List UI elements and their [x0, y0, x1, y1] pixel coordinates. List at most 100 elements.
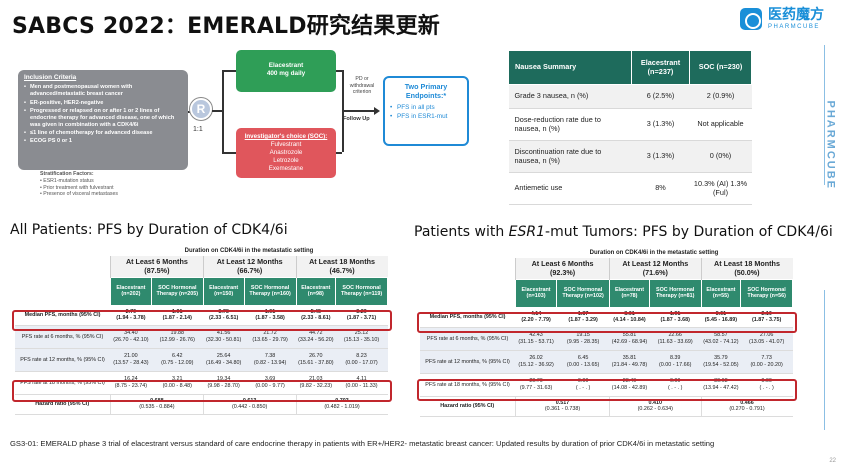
hazard-ratio-cell: 0.688 (0.535 - 0.884): [110, 394, 204, 415]
hr-ci: (0.270 - 0.791): [729, 406, 765, 413]
row-label: PFS rate at 6 months, % (95% CI): [14, 325, 111, 349]
table-cell: 22.66 (11.63 - 33.69): [649, 327, 701, 351]
cell-ci: (33.24 - 56.20): [298, 336, 334, 343]
table-cell: 58.57 (43.02 - 74.12): [701, 327, 741, 351]
pd-label: PD or withdrawal criterion: [349, 76, 375, 95]
hr-value: 0.517: [555, 399, 570, 406]
side-divider-bottom: [824, 290, 825, 430]
cell-ci: (13.05 - 41.07): [748, 338, 785, 345]
hr-value: 0.613: [242, 397, 257, 404]
arm-s-drug: Anastrozole: [269, 149, 303, 157]
hazard-ratio-cell: 0.410 (0.262 - 0.634): [609, 396, 701, 417]
table-cell: 3.29 (1.87 - 3.71): [335, 305, 388, 326]
strat-item: • ESR1-mutation status: [40, 177, 94, 184]
brand-logo: 医药魔方 PHARMCUBE: [740, 8, 824, 30]
group-label: At Least 6 Months: [531, 259, 594, 269]
table-cell: Antiemetic use: [508, 172, 632, 205]
inclusion-criteria-box: Inclusion Criteria Men and postmenopausa…: [18, 70, 188, 170]
arm-s-drug: Exemestane: [268, 165, 304, 173]
table-cell: Dose-reduction rate due to nausea, n (%): [508, 108, 632, 141]
cell-value: 19.15: [576, 332, 590, 339]
criteria-item: ECOG PS 0 or 1: [24, 138, 182, 145]
endpoint-item: PFS in all pts: [389, 104, 463, 111]
table-cell: 27.06 (13.05 - 41.07): [740, 327, 793, 351]
flow-line: [222, 152, 236, 154]
table-cell: 3 (1.3%): [631, 108, 690, 141]
table-cell: 19.34 (9.98 - 28.70): [203, 371, 245, 395]
cell-ci: ( . - . ): [759, 384, 774, 391]
duration-group-header: At Least 12 Months (66.7%): [202, 256, 297, 278]
arm-header: Elacestrant (n=202): [110, 276, 152, 306]
table-cell: 19.15 (9.95 - 28.35): [556, 327, 610, 351]
all-patients-pfs-table: Duration on CDK4/6i in the metastatic se…: [14, 247, 388, 415]
nausea-summary-table: Nausea Summary Elacestrant (n=237) SOC (…: [508, 50, 752, 205]
table-cell: 8.23 (0.00 - 17.07): [335, 348, 388, 372]
flow-line: [336, 70, 342, 72]
cell-value: 20.70: [529, 378, 543, 385]
criteria-title: Inclusion Criteria: [24, 74, 77, 81]
cell-ci: (5.45 - 16.89): [704, 317, 738, 324]
cell-value: 6.42: [172, 353, 183, 360]
arm-header: SOC Hormonal Therapy (n=56): [740, 278, 793, 308]
cell-value: 1.91: [172, 308, 183, 315]
cell-value: 21.00: [124, 353, 138, 360]
cell-ci: (16.49 - 34.80): [205, 359, 242, 366]
cell-value: 21.72: [263, 330, 277, 337]
cell-ci: (15.12 - 36.92): [518, 361, 554, 368]
cell-ci: ( . - . ): [668, 384, 683, 391]
table-cell: 21.72 (13.65 - 29.79): [244, 325, 297, 349]
row-label: PFS rate at 18 months, % (95% CI): [419, 373, 516, 397]
table-cell: 4.11 (0.00 - 11.33): [335, 371, 388, 395]
table-cell: 55.81 (42.69 - 68.94): [609, 327, 650, 351]
duration-group-header: At Least 6 Months (92.3%): [514, 258, 610, 280]
table-cell: 8.61 (5.45 - 16.89): [701, 307, 741, 328]
group-label: At Least 18 Months: [309, 257, 375, 267]
hazard-ratio-cell: 0.613 (0.442 - 0.850): [202, 394, 297, 415]
cell-value: 0.00: [577, 378, 589, 385]
cell-ci: (43.02 - 74.12): [703, 338, 739, 345]
table-cell: 2.10 (1.87 - 3.75): [740, 307, 793, 328]
table-cell: 30.68 (13.94 - 47.42): [701, 373, 741, 397]
table-cell: 0.00( . - . ): [556, 373, 610, 397]
group-label: At Least 12 Months: [622, 259, 689, 269]
criteria-item: ER-positive, HER2-negative: [24, 100, 182, 107]
table-cell: 1.87 (1.87 - 3.29): [556, 307, 610, 328]
arm-header: SOC Hormonal Therapy (n=102): [556, 278, 611, 308]
cell-ci: (13.94 - 47.42): [703, 384, 739, 391]
cell-value: 1.91: [669, 310, 681, 317]
table-cell: 5.45 (2.33 - 8.61): [296, 305, 336, 326]
table-cell: 21.00 (13.57 - 28.43): [110, 348, 152, 372]
followup-label: Follow Up: [343, 116, 370, 122]
group-label: At Least 18 Months: [714, 259, 780, 269]
table-cell: 16.24 (8.75 - 23.74): [110, 371, 152, 395]
table-cell: 6.45 (0.00 - 13.65): [556, 350, 610, 374]
table-cell: 3.21 (0.00 - 8.48): [151, 371, 204, 395]
page-title: SABCS 2022：EMERALD研究结果更新: [12, 14, 440, 39]
arm-header: Elacestrant (n=78): [609, 278, 650, 308]
hr-value: 0.703: [335, 397, 349, 404]
cell-ci: (1.87 - 3.68): [660, 317, 690, 324]
strat-title: Stratification Factors:: [40, 171, 94, 177]
cell-ci: (9.82 - 32.23): [299, 382, 332, 389]
table-cell: 21.03 (9.82 - 32.23): [296, 371, 336, 395]
cell-value: 42.43: [529, 332, 543, 339]
cell-ci: (12.99 - 26.76): [159, 336, 195, 343]
cell-value: 35.79: [714, 355, 728, 362]
cell-value: 58.57: [714, 332, 728, 339]
elacestrant-arm-box: Elacestrant 400 mg daily: [236, 50, 336, 92]
arm-header: Elacestrant (n=98): [295, 276, 337, 306]
cell-value: 26.70: [309, 353, 323, 360]
cell-ci: (32.30 - 50.81): [205, 336, 242, 343]
all-patients-title: All Patients: PFS by Duration of CDK4/6i: [10, 222, 288, 238]
primary-endpoints-box: Two Primary Endpoints:* PFS in all pts P…: [383, 76, 469, 146]
table-cell: 19.88 (12.99 - 26.76): [151, 325, 204, 349]
soc-arm-box: Investigator's choice (SOC): Fulvestrant…: [236, 128, 336, 178]
hazard-ratio-cell: 0.703 (0.482 - 1.019): [295, 394, 388, 415]
criteria-item: ≤1 line of chemotherapy for advanced dis…: [24, 130, 182, 137]
cell-value: 3.78: [218, 308, 229, 315]
group-percent: (46.7%): [329, 265, 355, 275]
cell-value: 19.88: [170, 330, 185, 337]
cell-value: 21.03: [309, 376, 323, 383]
cell-value: 30.68: [714, 378, 728, 385]
cell-ci: (13.65 - 29.79): [252, 336, 288, 343]
